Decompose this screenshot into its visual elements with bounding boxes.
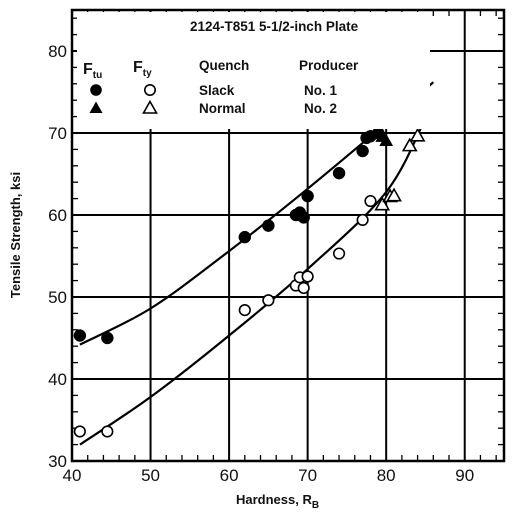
fty-slack-point [301,270,314,283]
fty-fit-curve [79,117,427,446]
legend: 2124-T851 5-1/2-inch Plate Ftu Fty Quenc… [83,19,359,116]
legend-marker-ftu-slack [90,84,102,96]
x-axis-label: Hardness, RB [236,492,319,511]
fty-slack-point [262,294,275,307]
x-tick-label-80: 80 [377,466,396,485]
legend-header-quench: Quench [199,58,249,73]
legend-quench-normal: Normal [199,101,246,116]
fty-slack-point [73,425,86,438]
legend-header-producer: Producer [299,58,359,73]
fty-normal-point [401,137,418,152]
legend-header-fty: Fty [133,59,152,79]
legend-marker-fty-slack [144,84,157,97]
fty-slack-point [332,247,346,260]
y-axis-label: Tensile Strength, ksi [8,172,23,298]
legend-marker-ftu-normal [89,101,103,113]
legend-producer-no2: No. 2 [304,101,337,116]
y-tick-label-70: 70 [48,124,67,143]
ftu-slack-point [73,329,87,342]
x-tick-label-70: 70 [298,466,317,485]
ftu-slack-point [301,189,314,203]
y-tick-label-40: 40 [48,370,67,389]
y-tick-label-80: 80 [48,42,67,61]
fty-slack-point [238,304,251,317]
fty-slack-point [101,425,114,438]
ftu-normal-point [379,133,394,146]
fty-normal-point [374,196,391,211]
data-points [73,94,426,438]
ftu-slack-point [101,331,114,345]
legend-background [77,12,430,129]
legend-quench-slack: Slack [199,83,235,98]
ftu-slack-point [332,166,346,180]
fty-normal-point [386,187,402,202]
ftu-slack-point [356,144,369,158]
plot-frame [70,8,506,463]
fty-normal-point [409,127,426,142]
x-tick-label-60: 60 [220,466,239,485]
fty-slack-point [356,213,369,227]
legend-header-ftu: Ftu [83,61,102,81]
fty-slack-point [364,194,377,208]
legend-producer-no1: No. 1 [304,83,337,98]
ftu-slack-point [262,219,275,232]
chart-title: 2124-T851 5-1/2-inch Plate [190,19,359,34]
ftu-slack-point [238,230,252,244]
fty-slack-point [297,281,310,295]
x-tick-label-40: 40 [63,466,82,485]
x-tick-label-50: 50 [141,466,160,485]
ftu-slack-point [297,211,310,224]
y-tick-label-50: 50 [48,288,67,307]
x-tick-label-90: 90 [455,466,474,485]
legend-marker-fty-normal [142,99,158,114]
y-tick-label-30: 30 [48,452,67,471]
y-tick-label-60: 60 [48,206,67,225]
